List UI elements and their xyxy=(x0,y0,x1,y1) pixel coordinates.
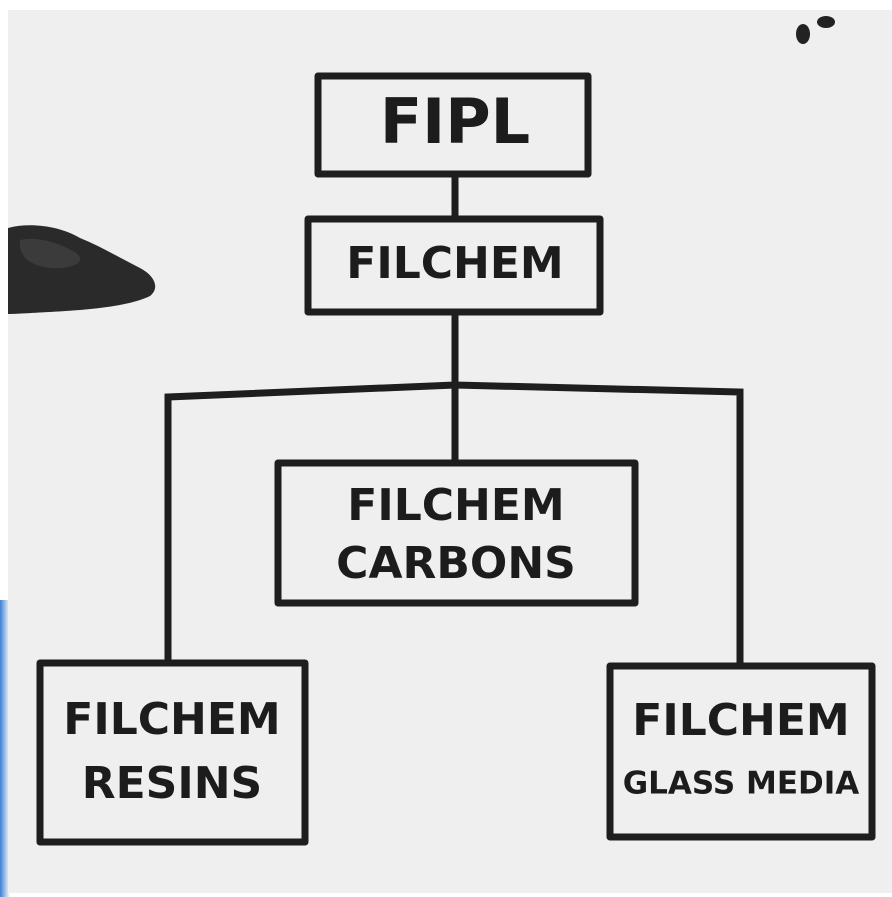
node-label: FIPL xyxy=(380,85,530,158)
node-label: FILCHEM xyxy=(63,694,280,745)
diagram: FIPL FILCHEM FILCHEM CARBONS FILCHEM RES… xyxy=(0,0,892,897)
page: FIPL FILCHEM FILCHEM CARBONS FILCHEM RES… xyxy=(0,0,892,897)
node-label: RESINS xyxy=(82,758,263,809)
node-label: FILCHEM xyxy=(632,695,849,746)
node-label: FILCHEM xyxy=(346,238,563,289)
node-label: FILCHEM xyxy=(347,480,564,531)
node-label: CARBONS xyxy=(336,538,576,589)
granule xyxy=(796,24,810,44)
node-label: GLASS MEDIA xyxy=(623,766,860,802)
granule xyxy=(817,16,835,28)
